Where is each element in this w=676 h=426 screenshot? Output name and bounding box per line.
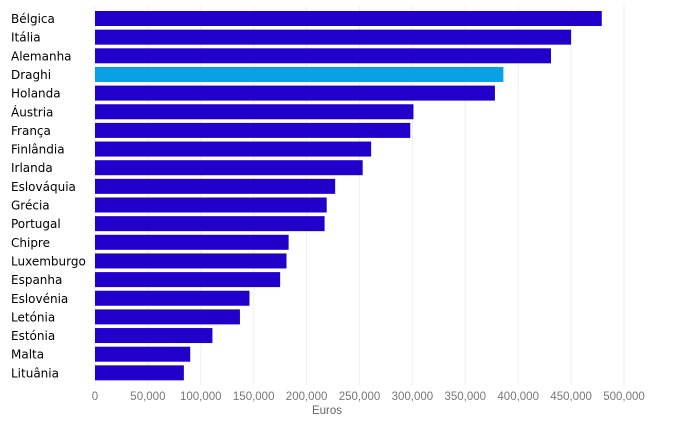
bar-portugal (95, 216, 325, 232)
category-label: Portugal (11, 217, 61, 231)
bar-chipre (95, 234, 289, 250)
category-label: Alemanha (11, 49, 72, 63)
category-label: Estónia (11, 329, 55, 343)
bar-irlanda (95, 160, 363, 176)
bar-lituânia (95, 365, 184, 381)
category-label: Irlanda (11, 161, 53, 175)
x-tick-label: 100,000 (180, 391, 222, 403)
category-label: Luxemburgo (11, 254, 86, 268)
bar-draghi (95, 66, 504, 82)
bar-áustria (95, 104, 414, 120)
category-label: Eslováquia (11, 180, 76, 194)
category-label: Finlândia (11, 143, 65, 157)
category-label: Espanha (11, 273, 62, 287)
category-label: Holanda (11, 87, 61, 101)
bar-grécia (95, 197, 327, 213)
x-axis-label: Euros (312, 405, 342, 417)
category-label: Grécia (11, 199, 50, 213)
x-tick-label: 150,000 (233, 391, 275, 403)
x-tick-label: 500,000 (603, 391, 645, 403)
x-tick-label: 400,000 (497, 391, 539, 403)
category-label: França (11, 124, 51, 138)
category-label: Malta (11, 348, 44, 362)
bar-estónia (95, 328, 213, 344)
category-labels: Bélgica Itália Alemanha Draghi Holanda Áustri… (11, 12, 86, 380)
x-tick-label: 350,000 (445, 391, 487, 403)
category-label: Letónia (11, 310, 55, 324)
bar-luxemburgo (95, 253, 287, 269)
x-tick-label: 250,000 (339, 391, 381, 403)
x-tick-label: 450,000 (550, 391, 592, 403)
bar-itália (95, 29, 572, 45)
x-tick-label: 50,000 (130, 391, 165, 403)
category-label: Bélgica (11, 12, 55, 26)
bar-malta (95, 346, 191, 362)
bar-frança (95, 122, 411, 138)
bar-bélgica (95, 11, 602, 26)
x-tick-label: 0 (92, 391, 98, 403)
bar-eslovénia (95, 290, 250, 306)
category-label: Itália (11, 31, 41, 45)
bar-eslováquia (95, 178, 336, 194)
category-label: Chipre (11, 236, 50, 250)
category-label: Eslovénia (11, 292, 68, 306)
x-tick-label: 200,000 (286, 391, 328, 403)
bar-letónia (95, 309, 240, 325)
bar-alemanha (95, 48, 551, 64)
category-label: Áustria (11, 104, 53, 119)
x-tick-labels: 0 50,000 100,000 150,000 200,000 250,000 300,0… (92, 391, 645, 403)
category-label: Draghi (11, 68, 51, 82)
bars (95, 11, 602, 381)
x-tick-label: 300,000 (392, 391, 434, 403)
bar-finlândia (95, 141, 372, 157)
category-label: Lituânia (11, 366, 59, 380)
bar-espanha (95, 272, 281, 288)
bar-holanda (95, 85, 495, 101)
